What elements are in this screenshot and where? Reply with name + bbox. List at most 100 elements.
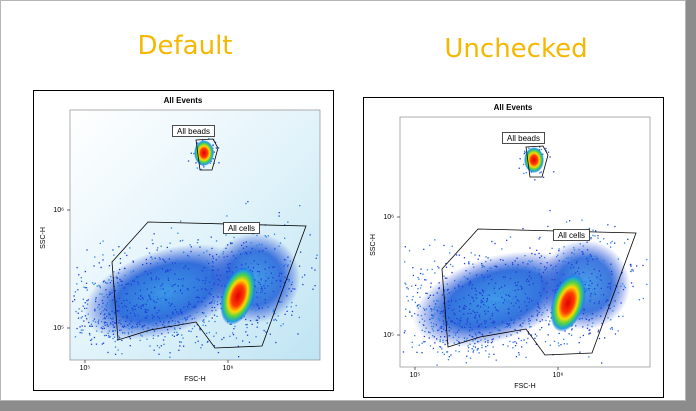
- event-dot: [216, 301, 219, 303]
- event-dot: [512, 263, 514, 266]
- event-dot: [452, 308, 454, 310]
- event-dot: [513, 273, 515, 275]
- event-dot: [473, 286, 475, 289]
- event-dot: [201, 344, 203, 346]
- event-dot: [506, 301, 508, 303]
- event-dot: [167, 290, 169, 292]
- event-dot: [524, 293, 526, 295]
- event-dot: [530, 277, 532, 279]
- event-dot: [177, 320, 179, 323]
- event-dot: [499, 292, 502, 295]
- event-dot: [430, 310, 433, 312]
- event-dot: [212, 257, 214, 259]
- event-dot: [200, 347, 202, 349]
- event-dot: [586, 258, 588, 260]
- event-dot: [261, 307, 263, 309]
- event-dot: [603, 259, 605, 262]
- event-dot: [478, 292, 481, 294]
- event-dot: [79, 331, 81, 334]
- event-dot: [432, 308, 434, 311]
- event-dot: [245, 252, 247, 254]
- event-dot: [176, 311, 178, 313]
- event-dot: [273, 266, 275, 268]
- event-dot: [507, 294, 510, 296]
- event-dot: [123, 287, 125, 289]
- event-dot: [603, 304, 605, 306]
- event-dot: [123, 299, 125, 302]
- event-dot: [547, 284, 549, 287]
- event-dot: [449, 315, 451, 317]
- event-dot: [107, 296, 109, 298]
- event-dot: [515, 342, 518, 344]
- event-dot: [227, 263, 229, 266]
- event-dot: [487, 306, 490, 308]
- event-dot: [642, 297, 644, 300]
- event-dot: [422, 273, 424, 275]
- event-dot: [260, 279, 262, 282]
- event-dot: [473, 299, 475, 301]
- event-dot: [146, 262, 148, 265]
- event-dot: [287, 256, 289, 258]
- gate-cells: [441, 228, 637, 356]
- event-dot: [229, 263, 231, 265]
- event-dot: [590, 255, 592, 257]
- event-dot: [194, 305, 196, 307]
- event-dot: [504, 299, 506, 301]
- event-dot: [510, 319, 513, 321]
- event-dot: [584, 280, 586, 283]
- event-dot: [489, 267, 491, 269]
- event-dot: [588, 277, 590, 279]
- event-dot: [169, 305, 171, 307]
- event-dot: [264, 281, 266, 283]
- event-dot: [159, 300, 161, 302]
- event-dot: [467, 317, 469, 320]
- event-dot: [139, 323, 141, 326]
- event-dot: [600, 307, 602, 309]
- event-dot: [418, 304, 420, 306]
- event-dot: [533, 266, 535, 269]
- event-dot: [160, 297, 163, 299]
- event-dot: [97, 323, 100, 325]
- event-dot: [482, 320, 484, 322]
- event-dot: [438, 287, 440, 290]
- event-dot: [129, 290, 131, 293]
- event-dot: [233, 328, 235, 330]
- event-dot: [103, 314, 105, 316]
- event-dot: [447, 300, 450, 303]
- event-dot: [594, 288, 596, 290]
- event-dot: [514, 328, 516, 331]
- event-dot: [147, 322, 150, 324]
- event-dot: [78, 274, 80, 276]
- event-dot: [618, 315, 620, 318]
- event-dot: [288, 288, 290, 290]
- y-tick-label: 10⁵: [383, 332, 394, 339]
- event-dot: [180, 264, 182, 266]
- event-dot: [261, 288, 263, 290]
- plot-title: All Events: [164, 96, 203, 105]
- event-dot: [196, 311, 198, 313]
- event-dot: [196, 142, 198, 144]
- event-dot: [274, 274, 276, 276]
- event-dot: [469, 299, 471, 301]
- event-dot: [256, 245, 258, 247]
- event-dot: [111, 319, 113, 321]
- event-dot: [107, 351, 109, 354]
- event-dot: [592, 289, 594, 291]
- event-dot: [159, 287, 162, 290]
- event-dot: [638, 299, 640, 301]
- event-dot: [180, 309, 182, 311]
- event-dot: [275, 341, 277, 344]
- event-dot: [133, 312, 135, 315]
- event-dot: [167, 308, 169, 310]
- event-dot: [193, 152, 195, 155]
- event-dot: [179, 341, 181, 343]
- event-dot: [578, 318, 581, 320]
- event-dot: [118, 315, 120, 317]
- event-dot: [258, 271, 260, 273]
- event-dot: [504, 303, 506, 305]
- event-dot: [154, 306, 156, 308]
- event-dot: [203, 252, 205, 254]
- event-dot: [479, 312, 481, 314]
- event-dot: [549, 344, 551, 346]
- density-core: [220, 267, 256, 325]
